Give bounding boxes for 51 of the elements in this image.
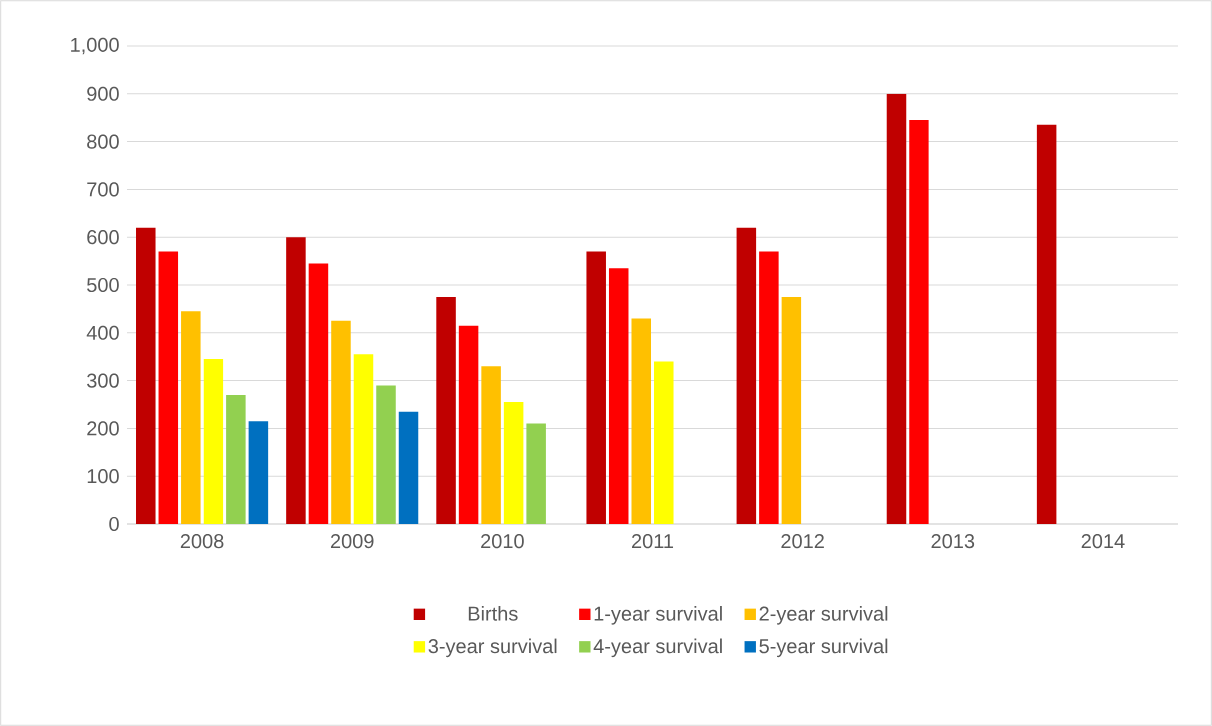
bar bbox=[759, 251, 779, 524]
bar bbox=[158, 251, 179, 524]
x-tick-label: 2012 bbox=[781, 534, 824, 549]
y-tick-label: 400 bbox=[86, 325, 119, 340]
legend-label: Births bbox=[468, 606, 518, 621]
y-tick-label: 1,000 bbox=[71, 37, 119, 55]
bar bbox=[586, 251, 606, 524]
legend-label: 5-year survival bbox=[759, 638, 888, 658]
bar bbox=[736, 227, 757, 524]
legend-label: 4-year survival bbox=[593, 638, 722, 658]
bar bbox=[376, 385, 396, 524]
bar bbox=[631, 318, 652, 524]
bar bbox=[226, 394, 246, 524]
bar bbox=[503, 402, 524, 524]
bar bbox=[136, 227, 156, 524]
bar bbox=[458, 325, 479, 524]
bar bbox=[909, 120, 929, 524]
legend-label: 3-year survival bbox=[428, 638, 557, 658]
y-tick-label: 500 bbox=[87, 277, 119, 293]
x-tick-label: 2014 bbox=[1081, 534, 1125, 549]
bar bbox=[331, 320, 351, 524]
bar bbox=[608, 268, 629, 524]
x-tick-label: 2011 bbox=[632, 534, 674, 549]
y-tick-label: 900 bbox=[87, 86, 119, 101]
y-tick-label: 100 bbox=[87, 469, 119, 484]
bar bbox=[1036, 124, 1057, 524]
bar bbox=[353, 354, 374, 524]
legend-label: 1-year survival bbox=[594, 606, 722, 625]
bar bbox=[203, 359, 224, 524]
bar bbox=[398, 411, 419, 524]
y-tick-label: 300 bbox=[87, 373, 119, 388]
x-tick-label: 2013 bbox=[931, 534, 975, 549]
y-tick-label: 600 bbox=[87, 230, 119, 245]
y-tick-label: 200 bbox=[87, 421, 119, 436]
bar bbox=[286, 237, 306, 524]
bar bbox=[481, 366, 501, 524]
bar bbox=[436, 296, 456, 524]
bar bbox=[654, 361, 674, 524]
x-tick-label: 2008 bbox=[180, 534, 224, 549]
legend-label: 2-year survival bbox=[759, 606, 888, 625]
bar bbox=[181, 311, 201, 524]
x-tick-label: 2010 bbox=[481, 534, 524, 549]
x-tick-label: 2009 bbox=[330, 534, 374, 549]
bar bbox=[248, 421, 269, 524]
bar bbox=[526, 423, 546, 524]
bar bbox=[781, 296, 802, 524]
y-tick-label: 700 bbox=[87, 182, 119, 197]
bar bbox=[308, 263, 329, 524]
bar bbox=[886, 93, 907, 524]
y-tick-label: 800 bbox=[87, 134, 119, 149]
y-tick-label: 0 bbox=[109, 516, 119, 532]
